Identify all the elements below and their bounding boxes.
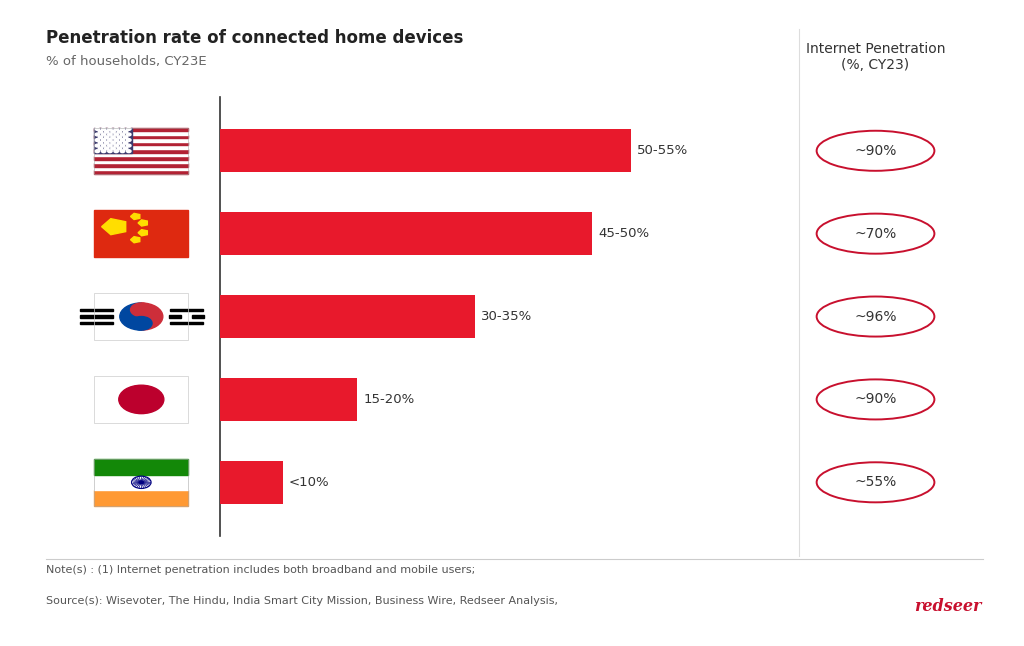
Text: Penetration rate of connected home devices: Penetration rate of connected home devic… [46,29,464,47]
Text: ~90%: ~90% [854,392,897,406]
Text: % of households, CY23E: % of households, CY23E [46,55,207,68]
Text: 30-35%: 30-35% [481,310,532,323]
Text: Source(s): Wisevoter, The Hindu, India Smart City Mission, Business Wire, Redsee: Source(s): Wisevoter, The Hindu, India S… [46,596,558,606]
Bar [220,295,474,338]
Text: redseer: redseer [913,598,981,615]
Text: 45-50%: 45-50% [598,227,649,240]
Text: Internet Penetration
(%, CY23): Internet Penetration (%, CY23) [806,42,945,72]
Bar [220,461,283,504]
Text: ~96%: ~96% [854,309,897,324]
Bar [220,129,631,172]
Text: 50-55%: 50-55% [637,144,688,157]
Text: ~55%: ~55% [854,475,897,489]
Text: ~90%: ~90% [854,144,897,158]
Bar [220,212,592,255]
Text: 15-20%: 15-20% [364,393,415,406]
Text: ~70%: ~70% [854,227,897,241]
Text: <10%: <10% [289,476,330,489]
Bar [220,378,357,421]
Text: Note(s) : (1) Internet penetration includes both broadband and mobile users;: Note(s) : (1) Internet penetration inclu… [46,565,475,575]
